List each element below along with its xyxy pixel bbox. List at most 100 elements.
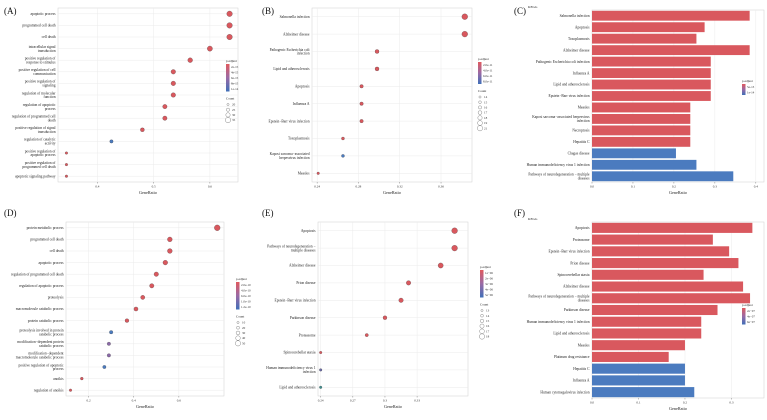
category-label: Chagas disease (568, 152, 590, 156)
bar (592, 114, 691, 124)
category-label: positive regulation of response to stimul… (25, 56, 57, 64)
category-label: Epstein−Barr virus infection (275, 299, 316, 303)
x-tick-label: 0.0 (590, 185, 594, 189)
x-tick-label: 0.28 (356, 185, 362, 189)
category-label: regulation of molecular function (22, 91, 57, 99)
legend-color-label: 1.2e-10 (241, 305, 251, 309)
legend-color-label: 8e-15 (231, 81, 239, 85)
dot-point (167, 248, 173, 254)
legend-size-title: Count (236, 315, 244, 319)
x-tick-label: 0.4 (95, 185, 99, 189)
dot-point (341, 154, 345, 158)
legend-size-circle (479, 328, 485, 334)
category-label: positive regulation of apoptotic process (18, 363, 64, 371)
legend-color-label: 6.0e-10 (241, 294, 251, 298)
category-label: Kaposi sarcoma−associated herpesvirus inf… (270, 152, 310, 160)
panel-label: (B) (262, 6, 274, 16)
category-label: Lipid and atherosclerosis (279, 386, 316, 390)
legend-size-label: 17 (484, 111, 488, 115)
color-scale-bar (742, 308, 746, 325)
chart-title: KEGG (528, 5, 538, 9)
dot-point (149, 283, 155, 289)
bar (592, 125, 691, 136)
x-tick-label: 0.2 (683, 401, 687, 405)
dot-point (107, 341, 111, 346)
category-label: programmed cell death (30, 238, 63, 242)
bar (592, 222, 753, 233)
category-label: regulation of apoptotic process (19, 284, 64, 288)
legend-size-label: 25 (232, 108, 236, 112)
category-label: Human immunodeficiency virus 1 infection (527, 163, 590, 167)
legend-color-label: 2.0e-10 (241, 283, 251, 287)
category-label: Apoptosis (575, 226, 590, 230)
category-label: Apoptosis (575, 25, 590, 29)
legend-color-label: 1e-14 (747, 90, 755, 94)
dot-point (109, 139, 114, 144)
dot-point (167, 236, 173, 242)
dot-point (69, 388, 72, 392)
legend-size-label: 50 (242, 341, 246, 345)
legend-size-title: Count (480, 303, 488, 307)
dot-point (124, 318, 129, 323)
category-label: Parkinson disease (564, 308, 590, 312)
x-tick-label: 0.1 (631, 185, 635, 189)
category-label: Human immunodeficiency virus 1 infection (527, 320, 590, 324)
x-tick-label: 0.4 (132, 399, 136, 403)
legend-color-label: 6.0e-11 (483, 74, 493, 78)
legend-color-label: 4.0e-10 (241, 288, 251, 292)
legend-size-label: 10 (242, 321, 246, 325)
x-tick-label: 0.27 (350, 399, 356, 403)
category-label: Proteasome (299, 333, 316, 337)
dot-point (382, 315, 388, 320)
category-label: Necroptosis (572, 129, 590, 133)
x-tick-label: 0.4 (754, 185, 758, 189)
legend-size-circle (235, 340, 241, 347)
legend-size-label: 14 (484, 95, 488, 99)
color-scale-bar (478, 62, 482, 84)
dot-point (319, 385, 323, 389)
dot-point (461, 31, 468, 38)
category-label: Pathways of neurodegeneration − multiple … (267, 244, 316, 252)
legend-size-circle (477, 125, 483, 132)
dot-point (207, 45, 213, 52)
bar (592, 269, 704, 280)
bar (592, 45, 750, 56)
plot-area (317, 221, 469, 397)
category-label: Alzheimer disease (289, 264, 316, 268)
dot-point (109, 330, 114, 335)
category-label: Influenza A (293, 102, 310, 106)
category-label: positive regulation of apoptotic process (25, 149, 57, 157)
dot-point (359, 119, 364, 123)
bar (592, 258, 739, 269)
legend-size-label: 20 (232, 103, 236, 107)
x-tick-label: 0.6 (208, 185, 212, 189)
category-label: cell death (42, 35, 56, 39)
category-label: Measles (298, 172, 310, 176)
dot-point (162, 115, 168, 121)
chart-title: KEGG (528, 217, 538, 221)
legend-size-circle (226, 103, 230, 106)
legend-color-label: 6e−07 (747, 320, 755, 324)
dot-point (214, 224, 221, 231)
bar (592, 159, 697, 170)
category-label: modification−dependent protein catabolic … (17, 340, 64, 348)
category-label: intracellular signal transduction (29, 45, 56, 53)
category-label: Alzheimer disease (283, 32, 310, 36)
category-label: Spinocerebellar ataxia (557, 273, 589, 277)
category-label: apoptotic process (38, 261, 64, 265)
x-axis-title: GeneRatio (669, 406, 687, 411)
x-tick-label: 0.32 (397, 185, 403, 189)
legend-color-title: p.adjust (226, 59, 237, 63)
legend-color-label: 1e-14 (231, 87, 239, 91)
category-label: positive regulation of programmed cell de… (22, 161, 56, 169)
bar (592, 33, 697, 44)
x-axis-title: GeneRatio (384, 404, 402, 409)
category-label: Platinum drug resistance (554, 355, 590, 359)
legend-size-circle (236, 321, 240, 324)
legend-size-label: 15 (486, 319, 490, 323)
legend-color-label: 4e−07 (747, 314, 755, 318)
bar (592, 10, 750, 21)
category-label: macromolecule catabolic process (16, 307, 64, 311)
category-label: Epstein−Barr virus infection (269, 119, 310, 123)
